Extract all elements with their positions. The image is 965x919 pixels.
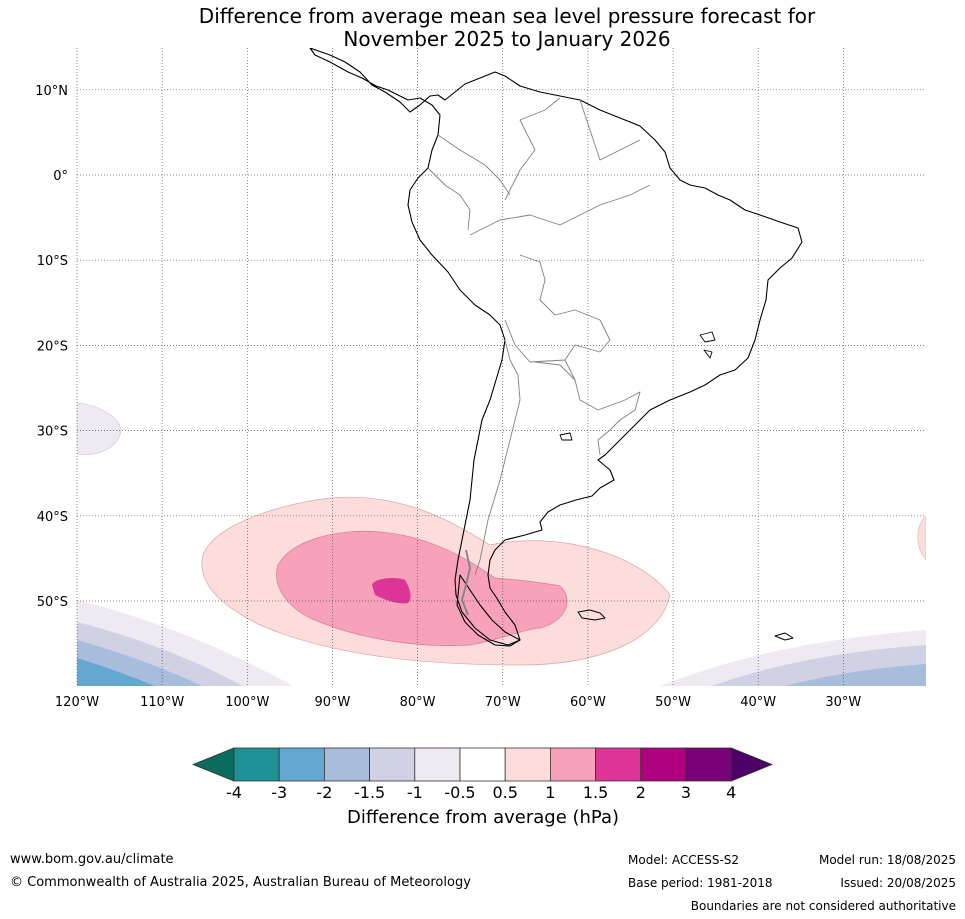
colorbar-segment <box>233 747 280 782</box>
colorbar-tick-label: -4 <box>226 783 242 800</box>
longitude-label: 40°W <box>740 695 776 710</box>
colorbar-tick-label: 4 <box>726 783 736 800</box>
anomaly-plus-1 <box>276 530 568 646</box>
lakes <box>559 331 716 441</box>
latitude-label: 30°S <box>37 425 68 440</box>
longitude-label: 50°W <box>655 695 691 710</box>
footer-model: Model: ACCESS-S2 <box>628 853 740 867</box>
longitude-label: 90°W <box>314 695 350 710</box>
colorbar-tick-label: -1 <box>407 783 423 800</box>
colorbar-tick-label: 1 <box>545 783 555 800</box>
latitude-label: 10°S <box>37 254 68 269</box>
colorbar-segment <box>323 747 370 782</box>
anomaly-field <box>77 402 926 686</box>
colorbar-segment <box>369 747 416 782</box>
footer-copyright: © Commonwealth of Australia 2025, Austra… <box>10 875 471 890</box>
band-minus-2 <box>77 658 155 686</box>
latitude-label: 40°S <box>37 510 68 525</box>
longitude-label: 80°W <box>400 695 436 710</box>
southern-islands <box>456 574 521 647</box>
colorbar-tick-label: -3 <box>271 783 287 800</box>
graticule <box>76 48 926 686</box>
anomaly-plus-1-5 <box>372 577 411 604</box>
latitude-labels: 10°N 0° 10°S 20°S 30°S 40°S 50°S <box>35 84 68 610</box>
colorbar-segment <box>550 747 597 782</box>
colorbar-tick-label: -0.5 <box>444 783 475 800</box>
colorbar-tick-label: 2 <box>636 783 646 800</box>
colorbar-tick-label: 3 <box>681 783 691 800</box>
longitude-label: 100°W <box>225 695 269 710</box>
chart-title-line-2: November 2025 to January 2026 <box>343 27 671 51</box>
colorbar-tick-label: -1.5 <box>354 783 385 800</box>
colorbar-segment <box>278 747 325 782</box>
footer-model-run: Model run: 18/08/2025 <box>818 853 956 867</box>
latitude-label: 0° <box>53 169 68 184</box>
colorbar-segment <box>595 747 642 782</box>
colorbar-segment <box>459 747 506 782</box>
latitude-label: 50°S <box>37 595 68 610</box>
footer-issued: Issued: 20/08/2025 <box>840 876 956 890</box>
colorbar-segment <box>640 747 687 782</box>
footer-url[interactable]: www.bom.gov.au/climate <box>10 852 174 867</box>
coastline <box>309 48 803 646</box>
band-east-minus-1-5 <box>785 664 926 686</box>
colorbar-segment <box>504 747 551 782</box>
national-borders <box>427 97 651 576</box>
latitude-label: 10°N <box>35 84 68 99</box>
colorbar-under-arrow <box>191 747 235 782</box>
longitude-label: 120°W <box>55 695 99 710</box>
longitude-label: 110°W <box>140 695 184 710</box>
colorbar-segment <box>414 747 461 782</box>
continent-outline <box>309 48 803 647</box>
colorbar-tick-label: -2 <box>316 783 332 800</box>
footer-base-period: Base period: 1981-2018 <box>628 876 773 890</box>
patagonian-ice <box>461 549 471 616</box>
footer-boundaries-note: Boundaries are not considered authoritat… <box>690 899 956 913</box>
chart-title-line-1: Difference from average mean sea level p… <box>198 4 816 28</box>
colorbar-tick-label: 0.5 <box>492 783 517 800</box>
colorbar-over-arrow <box>730 747 774 782</box>
south-georgia <box>774 632 794 641</box>
latitude-label: 20°S <box>37 339 68 354</box>
colorbar-tick-label: 1.5 <box>583 783 608 800</box>
longitude-labels: 120°W 110°W 100°W 90°W 80°W 70°W 60°W 50°W 40°W 3… <box>55 695 862 710</box>
blob-west-minus-0-5 <box>77 402 122 456</box>
longitude-label: 60°W <box>570 695 606 710</box>
falkland-islands <box>577 609 606 621</box>
longitude-label: 70°W <box>485 695 521 710</box>
colorbar-segment <box>685 747 732 782</box>
colorbar-label: Difference from average (hPa) <box>346 807 620 828</box>
longitude-label: 30°W <box>825 695 861 710</box>
blob-east-plus-0-5 <box>917 515 926 561</box>
map-panel: 10°N 0° 10°S 20°S 30°S 40°S 50°S 120°W 110°W 100… <box>35 48 926 710</box>
